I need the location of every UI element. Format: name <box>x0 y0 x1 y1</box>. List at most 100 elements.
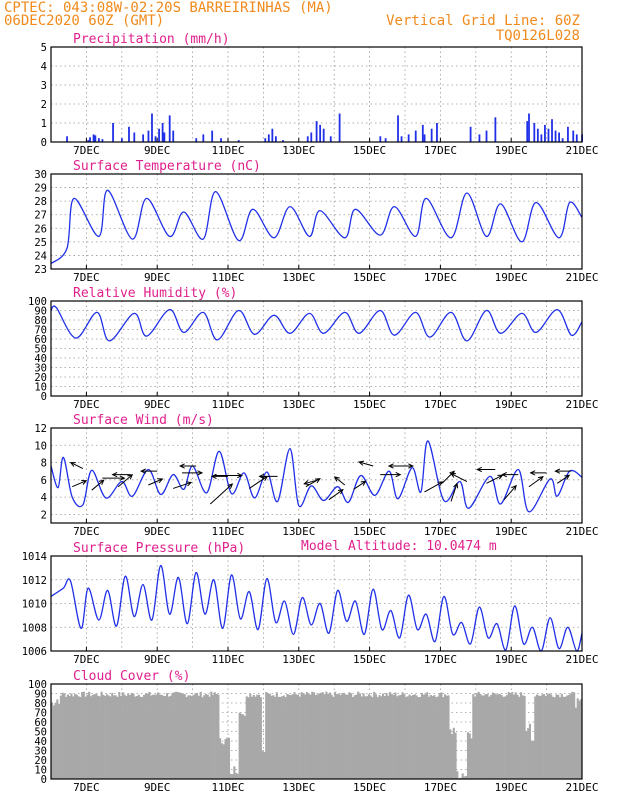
cloud-bar <box>164 695 167 779</box>
cloud-bar <box>70 693 73 779</box>
precip-bar <box>94 135 97 142</box>
cloud-bar <box>351 697 354 779</box>
cloud-bar <box>442 697 445 779</box>
x-tick-label: 19DEC <box>495 653 528 666</box>
x-tick-label: 21DEC <box>565 781 598 794</box>
wind-arrow-head <box>227 483 234 489</box>
precip-bar <box>528 113 530 142</box>
cloud-bar <box>470 738 473 779</box>
cloud-bar <box>373 691 376 779</box>
panel-frame <box>50 555 583 652</box>
x-tick-label: 21DEC <box>565 271 598 284</box>
wind-arrow-head <box>511 484 517 491</box>
cloud-bar <box>417 697 420 779</box>
cloud-bar <box>220 743 223 779</box>
cloud-bar <box>256 694 259 779</box>
y-tick-label: 27 <box>34 210 47 222</box>
cloud-bar <box>482 695 485 779</box>
cloud-bar <box>371 697 374 779</box>
cloud-bar <box>328 692 331 779</box>
y-tick-label: 0 <box>41 774 47 786</box>
cloud-bar <box>137 694 140 779</box>
cloud-bar <box>206 694 209 779</box>
cloud-bar <box>578 700 581 779</box>
x-tick-label: 9DEC <box>144 653 171 666</box>
cloud-bar <box>505 695 508 779</box>
wind-arrow-head <box>303 480 310 486</box>
cloud-bar <box>231 774 234 779</box>
cloud-bar <box>259 697 262 779</box>
y-tick-label: 5 <box>41 42 47 54</box>
cloud-bar <box>181 693 185 779</box>
cloud-bar <box>523 695 526 779</box>
precip-bar <box>551 119 553 142</box>
cloud-bar <box>516 694 519 779</box>
x-tick-label: 21DEC <box>565 525 598 538</box>
x-tick-label: 13DEC <box>282 144 315 157</box>
cloud-bar <box>316 694 319 779</box>
cloud-bar <box>502 696 505 779</box>
cloud-bar <box>82 691 85 779</box>
cloud-bar <box>173 692 176 779</box>
cloud-bar <box>422 694 425 779</box>
cloud-bar <box>392 695 395 779</box>
wind-arrow-head <box>157 478 164 484</box>
cloud-bar <box>288 694 291 779</box>
cloud-bar <box>397 695 400 779</box>
cloud-bar <box>105 694 108 779</box>
cloud-bar <box>555 694 558 779</box>
precip-bar <box>271 128 274 142</box>
precip-bar <box>536 128 539 142</box>
cloud-bar <box>350 693 353 779</box>
wind-arrow-head <box>314 478 321 484</box>
cloud-bar <box>291 694 294 779</box>
cloud-bar <box>527 728 530 779</box>
x-tick-label: 13DEC <box>282 781 315 794</box>
y-tick-label: 20 <box>34 372 47 384</box>
wind-arrow-head <box>178 463 185 469</box>
precip-bar <box>274 136 277 142</box>
wind-arrow <box>70 462 84 470</box>
cloud-bar <box>472 693 475 779</box>
cloud-bar <box>63 693 66 779</box>
cloud-bar <box>408 694 411 779</box>
cloud-bar <box>58 703 61 779</box>
cloud-bar <box>311 691 314 779</box>
wind-arrow-head <box>111 472 118 478</box>
cloud-bar <box>362 693 365 779</box>
cloud-bar <box>573 692 576 779</box>
cloud-bar <box>245 696 248 779</box>
cloud-bar <box>456 771 459 779</box>
y-tick-label: 90 <box>34 689 47 701</box>
precip-bar <box>306 136 309 142</box>
wind-arrow-head <box>127 473 134 480</box>
cloud-bar <box>374 694 377 779</box>
cloud-bar <box>74 694 77 779</box>
precip-bar <box>485 130 488 142</box>
wind-arrow <box>486 474 503 484</box>
wind-arrow-head <box>437 481 444 487</box>
cloud-bar <box>54 702 57 779</box>
cloud-bar <box>389 692 392 779</box>
cloud-bar <box>153 694 156 779</box>
x-tick-label: 11DEC <box>211 781 244 794</box>
cloud-bar <box>293 692 296 779</box>
cloud-bar <box>318 693 321 779</box>
cloud-bar <box>210 691 213 779</box>
wind-arrow <box>91 479 105 491</box>
panel-3: 2 4 6 8 10 12 7DEC 9DEC 11DEC 13DEC 15DEC 17DEC 19DE… <box>34 413 598 538</box>
y-tick-label: 40 <box>34 353 47 365</box>
wind-arrow <box>503 485 517 501</box>
cloud-bar <box>521 695 524 779</box>
cloud-bar <box>307 693 310 779</box>
cloud-bar <box>77 696 80 779</box>
cloud-bar <box>201 697 204 779</box>
cloud-bar <box>68 695 71 779</box>
cloud-bar <box>95 693 98 779</box>
x-tick-label: 15DEC <box>353 525 386 538</box>
precip-bar <box>397 115 399 142</box>
cloud-bar <box>449 729 452 779</box>
precip-bar <box>195 138 198 142</box>
y-tick-label: 1 <box>41 118 47 130</box>
